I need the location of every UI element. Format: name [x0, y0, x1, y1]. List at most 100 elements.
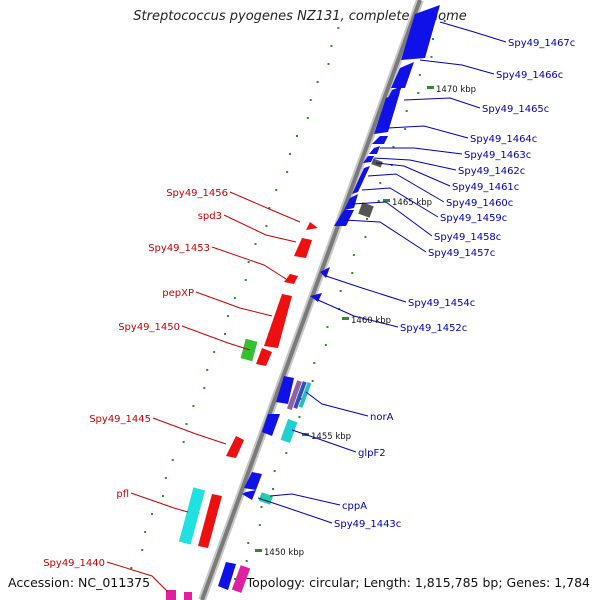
- gene-feature: [178, 487, 206, 545]
- scale-dot: [326, 326, 329, 328]
- gene-feature: [352, 166, 370, 194]
- gene-label-reverse[interactable]: Spy49_1460c: [446, 198, 513, 209]
- gene-feature: [231, 565, 251, 593]
- scale-dot: [432, 38, 435, 40]
- label-connector: [229, 191, 301, 223]
- label-connector: [257, 497, 333, 524]
- scale-dot: [213, 351, 216, 353]
- reverse-strand-features: [166, 5, 440, 600]
- tick-label: 1450 kbp: [264, 548, 304, 558]
- scale-dot: [405, 110, 408, 112]
- gene-feature: [166, 590, 176, 600]
- scale-dot: [141, 549, 144, 551]
- label-connector: [343, 219, 427, 253]
- gene-label-reverse[interactable]: Spy49_1463c: [464, 150, 531, 161]
- gene-label-forward[interactable]: pfl: [116, 489, 129, 500]
- tick-label: 1455 kbp: [311, 432, 351, 442]
- gene-label-reverse[interactable]: Spy49_1461c: [452, 182, 519, 193]
- scale-dot: [337, 27, 340, 29]
- scale-dot: [233, 297, 236, 299]
- gene-label-reverse[interactable]: Spy49_1465c: [482, 104, 549, 115]
- gene-label-reverse[interactable]: glpF2: [358, 448, 386, 459]
- accession-text: Accession: NC_011375: [8, 575, 151, 590]
- scale-dot: [224, 333, 227, 335]
- label-connector: [325, 275, 407, 303]
- gene-feature: [391, 62, 414, 88]
- genome-summary-text: Topology: circular; Length: 1,815,785 bp…: [246, 575, 590, 590]
- gene-feature: [372, 136, 388, 144]
- tick-label: 1465 kbp: [392, 198, 432, 208]
- gene-label-reverse[interactable]: Spy49_1466c: [496, 70, 563, 81]
- gene-label-forward[interactable]: spd3: [198, 211, 222, 222]
- map-title: Streptococcus pyogenes NZ131, complete g…: [133, 9, 467, 24]
- gene-label-forward[interactable]: Spy49_1450: [118, 322, 180, 333]
- label-connector: [375, 162, 451, 187]
- label-connector: [380, 147, 463, 155]
- gene-label-reverse[interactable]: Spy49_1464c: [470, 134, 537, 145]
- label-connector: [106, 561, 169, 593]
- gene-label-forward[interactable]: Spy49_1440: [43, 558, 105, 569]
- gene-feature: [344, 194, 358, 210]
- gene-label-reverse[interactable]: Spy49_1458c: [434, 232, 501, 243]
- gene-label-forward[interactable]: Spy49_1456: [166, 188, 228, 199]
- gene-label-reverse[interactable]: norA: [370, 412, 394, 423]
- tick-mark: [383, 199, 390, 202]
- tick-label: 1460 kbp: [351, 316, 391, 326]
- scale-dot: [313, 362, 316, 364]
- scale-dot: [258, 524, 261, 526]
- scale-dot: [123, 585, 126, 587]
- label-connector: [351, 201, 433, 237]
- gene-label-forward[interactable]: Spy49_1445: [89, 414, 151, 425]
- scale-dot: [161, 495, 164, 497]
- label-connector: [419, 59, 495, 75]
- gene-feature: [242, 490, 256, 500]
- scale-dot: [430, 56, 433, 58]
- scale-dot: [404, 128, 407, 130]
- scale-dot: [144, 531, 147, 533]
- scale-dot: [164, 477, 167, 479]
- scale-dot: [285, 452, 288, 454]
- gene-feature: [184, 592, 192, 600]
- gene-label-reverse[interactable]: Spy49_1459c: [440, 213, 507, 224]
- label-connector: [361, 187, 439, 218]
- label-connector: [373, 157, 457, 171]
- scale-dot: [316, 81, 319, 83]
- scale-dot: [392, 146, 395, 148]
- scale-dot: [339, 290, 342, 292]
- scale-dot: [130, 567, 133, 569]
- label-connector: [367, 173, 445, 203]
- scale-dot: [324, 344, 327, 346]
- tick-mark: [255, 549, 262, 552]
- gene-feature: [276, 376, 294, 404]
- scale-dot: [443, 20, 446, 22]
- gene-label-reverse[interactable]: Spy49_1443c: [334, 519, 401, 530]
- label-connector: [403, 97, 481, 109]
- gene-label-forward[interactable]: pepXP: [162, 288, 194, 299]
- gene-feature: [198, 494, 222, 548]
- gene-label-reverse[interactable]: Spy49_1454c: [408, 298, 475, 309]
- scale-dot: [418, 74, 421, 76]
- scale-dot: [311, 380, 314, 382]
- label-connector: [181, 325, 251, 351]
- gene-label-reverse[interactable]: Spy49_1462c: [458, 166, 525, 177]
- gene-label-reverse[interactable]: Spy49_1467c: [508, 38, 575, 49]
- gene-feature: [256, 348, 272, 366]
- scale-dot: [185, 423, 188, 425]
- label-connectors: [106, 21, 507, 593]
- gene-feature: [310, 293, 322, 302]
- gene-label-reverse[interactable]: cppA: [342, 501, 367, 512]
- label-connector: [269, 493, 341, 506]
- gene-feature: [264, 294, 292, 348]
- scale-dot: [352, 254, 355, 256]
- scale-dot: [247, 542, 250, 544]
- label-connector: [305, 391, 369, 417]
- tick-mark: [342, 317, 349, 320]
- scale-dot: [275, 189, 278, 191]
- scale-dot: [260, 506, 263, 508]
- gene-label-forward[interactable]: Spy49_1453: [148, 243, 210, 254]
- gene-label-reverse[interactable]: Spy49_1452c: [400, 323, 467, 334]
- gene-label-reverse[interactable]: Spy49_1457c: [428, 248, 495, 259]
- label-connector: [223, 214, 297, 243]
